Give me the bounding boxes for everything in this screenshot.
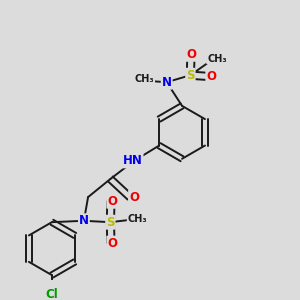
Text: O: O (129, 190, 139, 204)
Text: S: S (186, 69, 195, 82)
Text: O: O (206, 70, 216, 83)
Text: N: N (162, 76, 172, 89)
Text: O: O (107, 237, 117, 250)
Text: O: O (186, 48, 196, 61)
Text: O: O (107, 195, 117, 208)
Text: HN: HN (123, 154, 142, 167)
Text: S: S (106, 216, 115, 229)
Text: N: N (79, 214, 89, 227)
Text: CH₃: CH₃ (128, 214, 147, 224)
Text: Cl: Cl (46, 288, 58, 300)
Text: CH₃: CH₃ (135, 74, 154, 84)
Text: CH₃: CH₃ (207, 53, 227, 64)
